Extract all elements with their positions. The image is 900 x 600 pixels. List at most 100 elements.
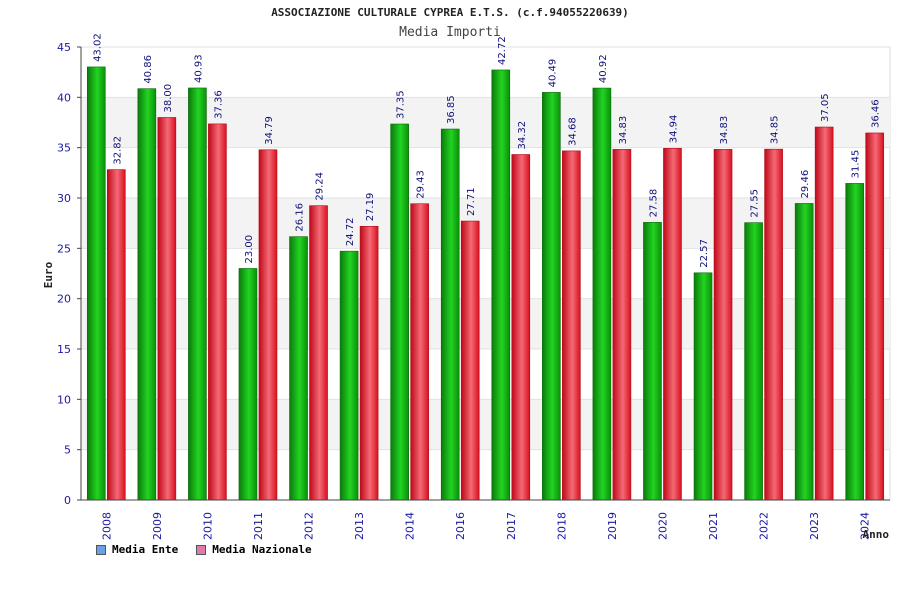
bar-value-label: 37.35: [396, 90, 407, 119]
bar-value-label: 26.16: [295, 203, 306, 232]
value-labels-group: 43.02 32.82 40.86 38.00 40.93 37.36 23.00 34.79…: [92, 33, 881, 268]
x-tick-label: 2014: [404, 512, 417, 540]
bar-value-label: 29.46: [800, 170, 811, 199]
bar-value-label: 31.45: [851, 150, 862, 179]
bar-media-ente: [390, 123, 409, 501]
x-tick-label: 2018: [555, 512, 568, 540]
legend-swatch-media-ente: [96, 544, 106, 555]
bar-media-ente: [289, 236, 308, 501]
x-tick-label: 2019: [606, 512, 619, 540]
bar-media-ente: [238, 268, 258, 501]
y-tick-label: 10: [57, 393, 71, 406]
bar-media-ente: [542, 92, 561, 501]
x-tick-label: 2009: [151, 512, 164, 540]
bar-value-label: 37.36: [213, 90, 224, 119]
bar-value-label: 34.79: [264, 116, 275, 145]
bar-media-nazionale: [208, 123, 227, 501]
bar-value-label: 32.82: [112, 136, 123, 165]
legend-label-media-ente: Media Ente: [112, 543, 179, 556]
x-tick-label: 2017: [505, 512, 518, 540]
y-tick-label: 45: [57, 41, 71, 54]
bar-media-nazionale: [814, 126, 834, 501]
bar-value-label: 40.49: [547, 59, 558, 88]
x-tick-label: 2012: [303, 512, 316, 540]
bar-media-ente: [744, 222, 763, 501]
bar-media-nazionale: [865, 132, 885, 501]
bar-value-label: 36.85: [446, 95, 457, 124]
bar-media-nazionale: [511, 154, 531, 501]
x-tick-label: 2008: [100, 512, 113, 540]
bar-media-ente: [794, 203, 814, 501]
bar-value-label: 34.83: [618, 116, 629, 145]
bar-media-nazionale: [562, 150, 581, 501]
bar-value-label: 42.72: [497, 36, 508, 65]
bar-media-nazionale: [612, 149, 632, 501]
x-tick-label: 2011: [252, 512, 265, 540]
bar-media-ente: [643, 222, 662, 501]
bar-value-label: 43.02: [92, 33, 103, 62]
x-tick-label: 2020: [656, 512, 669, 540]
bar-value-label: 24.72: [345, 218, 356, 247]
y-tick-label: 20: [57, 293, 71, 306]
x-tick-label: 2022: [758, 512, 771, 540]
legend: Media Ente Media Nazionale: [96, 543, 312, 556]
x-tick-label: 2023: [808, 512, 821, 540]
bar-value-label: 22.57: [699, 239, 710, 268]
y-tick-label: 5: [64, 444, 71, 457]
legend-label-media-nazionale: Media Nazionale: [212, 543, 312, 556]
bar-media-nazionale: [258, 149, 278, 501]
bar-value-label: 34.32: [517, 121, 528, 150]
y-tick-label: 40: [57, 91, 71, 104]
bar-value-label: 34.85: [770, 116, 781, 145]
y-axis-title: Euro: [42, 261, 55, 288]
bar-media-ente: [188, 87, 207, 501]
x-tick-label: 2021: [707, 512, 720, 540]
bars-group: [86, 66, 885, 501]
x-tick-label: 2024: [859, 512, 872, 540]
chart-title: ASSOCIAZIONE CULTURALE CYPREA E.T.S. (c.…: [271, 6, 629, 19]
bar-media-ente: [339, 250, 359, 501]
bar-media-ente: [845, 183, 865, 501]
legend-item-media-ente: Media Ente: [96, 543, 178, 556]
y-tick-label: 15: [57, 343, 71, 356]
bar-media-ente: [693, 272, 713, 501]
bar-media-nazionale: [713, 149, 733, 501]
axes-group: 0 5 10 15 20 25 30 35 40 45 2008 2009 2010 2011 2012 20…: [42, 41, 890, 541]
y-tick-label: 30: [57, 192, 71, 205]
bar-media-nazionale: [460, 220, 480, 501]
bar-media-nazionale: [663, 147, 682, 501]
bar-media-nazionale: [359, 225, 379, 501]
x-axis-title: Anno: [863, 528, 890, 541]
bar-media-ente: [592, 87, 612, 501]
bar-media-nazionale: [106, 169, 126, 501]
bar-media-ente: [137, 88, 157, 501]
x-tick-label: 2016: [454, 512, 467, 540]
bar-value-label: 36.46: [871, 99, 882, 128]
bar-media-nazionale: [309, 205, 328, 501]
y-tick-label: 0: [64, 494, 71, 507]
bar-value-label: 27.71: [466, 187, 477, 216]
bar-value-label: 34.68: [567, 117, 578, 146]
bar-value-label: 40.92: [598, 54, 609, 83]
bar-media-nazionale: [157, 117, 177, 501]
chart-subtitle: Media Importi: [399, 25, 501, 40]
x-tick-label: 2013: [353, 512, 366, 540]
bar-value-label: 29.43: [416, 170, 427, 199]
legend-item-media-nazionale: Media Nazionale: [196, 543, 312, 556]
bar-value-label: 29.24: [315, 172, 326, 201]
bar-value-label: 34.83: [719, 116, 730, 145]
bar-value-label: 27.55: [750, 189, 761, 218]
legend-swatch-media-nazionale: [196, 544, 207, 555]
bar-media-ente: [491, 69, 511, 501]
bar-value-label: 40.86: [143, 55, 154, 84]
bar-value-label: 38.00: [163, 84, 174, 113]
bar-value-label: 27.19: [365, 193, 376, 222]
bar-value-label: 37.05: [820, 93, 831, 122]
bar-media-nazionale: [764, 148, 783, 501]
bar-value-label: 23.00: [244, 235, 255, 264]
y-tick-label: 25: [57, 242, 71, 255]
x-tick-label: 2010: [201, 512, 214, 540]
bar-media-ente: [86, 66, 106, 501]
bar-media-nazionale: [410, 203, 429, 501]
